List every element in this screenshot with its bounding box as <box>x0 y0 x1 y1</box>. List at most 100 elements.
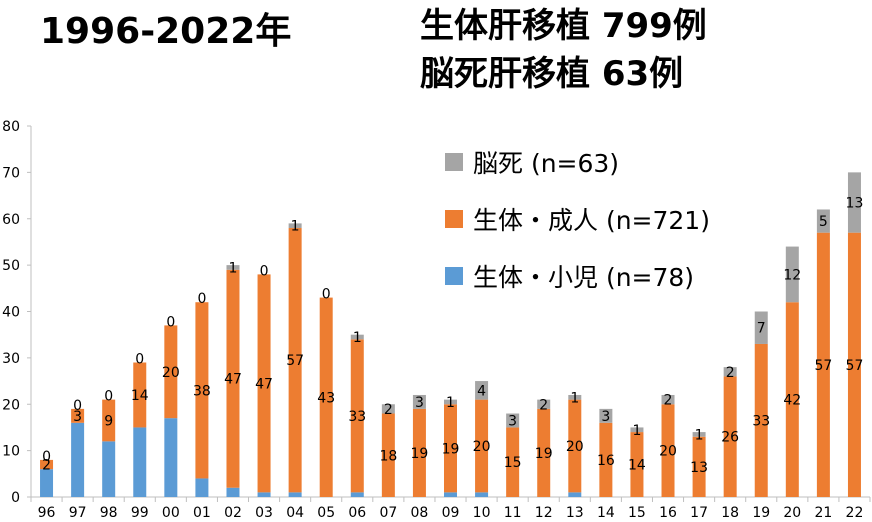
data-label: 57 <box>286 353 304 369</box>
bar-segment <box>816 232 830 497</box>
data-label: 3 <box>508 413 517 429</box>
data-label: 1 <box>695 427 704 443</box>
bar-segment <box>350 492 364 497</box>
legend-swatch-pediatric <box>445 266 463 285</box>
legend-label-pediatric: 生体・小児 (n=78) <box>473 262 695 292</box>
y-tick-label: 80 <box>2 119 20 135</box>
bar-segment <box>661 394 675 405</box>
bar-segment <box>350 334 364 340</box>
bar-segment <box>381 404 395 414</box>
x-tick-label: 19 <box>752 505 770 521</box>
bar-segment <box>381 413 395 497</box>
bar-segment <box>754 311 768 344</box>
bar-segment <box>164 418 178 497</box>
x-tick-label: 18 <box>721 505 739 521</box>
data-label: 15 <box>504 455 522 471</box>
data-label: 2 <box>384 402 393 418</box>
bar-segment <box>723 367 737 377</box>
bar-segment <box>475 399 489 493</box>
data-label: 33 <box>752 413 770 429</box>
bar-segment <box>692 432 706 437</box>
x-tick-label: 04 <box>286 505 304 521</box>
data-label: 7 <box>757 321 766 337</box>
bar-segment <box>71 408 85 423</box>
data-label: 20 <box>473 439 491 455</box>
bar-segment <box>444 404 457 493</box>
bar-segment <box>257 274 271 493</box>
bar-segment <box>599 408 613 423</box>
legend-swatch-adult <box>445 209 463 228</box>
bar-segment <box>785 246 799 303</box>
data-label: 0 <box>135 352 144 368</box>
data-label: 1 <box>291 219 300 235</box>
data-label: 18 <box>379 448 397 464</box>
x-tick-label: 16 <box>659 505 677 521</box>
bar-segment <box>444 492 457 497</box>
bar-segment <box>444 399 457 405</box>
data-label: 3 <box>601 409 610 425</box>
y-tick-label: 70 <box>2 165 20 181</box>
x-tick-label: 15 <box>628 505 646 521</box>
data-label: 57 <box>846 358 864 374</box>
data-label: 19 <box>411 446 429 462</box>
data-label: 2 <box>664 393 673 409</box>
data-label: 19 <box>535 446 553 462</box>
data-label: 16 <box>597 453 615 469</box>
data-label: 20 <box>659 444 677 460</box>
data-label: 13 <box>690 460 708 476</box>
legend-label-deceased: 脳死 (n=63) <box>473 148 620 178</box>
bar-segment <box>226 487 240 497</box>
x-tick-label: 09 <box>442 505 460 521</box>
bar-segment <box>630 427 644 433</box>
data-label: 0 <box>197 291 206 307</box>
bar-segment <box>475 381 489 400</box>
data-label: 19 <box>442 441 460 457</box>
bar-segment <box>661 404 675 497</box>
bar-segment <box>412 408 426 497</box>
data-label: 2 <box>539 397 548 413</box>
bar-segment <box>195 302 209 479</box>
data-label: 26 <box>721 430 739 446</box>
data-label: 9 <box>104 413 113 429</box>
x-tick-label: 05 <box>317 505 335 521</box>
data-label: 13 <box>846 196 864 212</box>
data-label: 1 <box>570 390 579 406</box>
bar-segment <box>195 478 209 497</box>
legend-item-adult: 生体・成人 (n=721) <box>445 190 710 247</box>
bar-segment <box>102 399 116 442</box>
bar-segment <box>630 432 644 497</box>
deceased-donor-total: 脳死肝移植 63例 <box>420 54 684 94</box>
data-label: 3 <box>73 409 82 425</box>
x-tick-label: 12 <box>535 505 553 521</box>
x-tick-label: 10 <box>473 505 491 521</box>
data-label: 1 <box>229 260 238 276</box>
bar-segment <box>847 232 861 497</box>
bar-segment <box>754 343 768 497</box>
legend-item-pediatric: 生体・小児 (n=78) <box>445 247 710 304</box>
bar-segment <box>568 399 582 493</box>
bar-segment <box>350 339 364 493</box>
data-label: 47 <box>255 376 273 392</box>
bar-segment <box>723 376 737 497</box>
data-label: 4 <box>477 383 486 399</box>
x-tick-label: 17 <box>690 505 708 521</box>
bar-segment <box>164 325 178 419</box>
data-label: 0 <box>322 287 331 303</box>
bar-segment <box>475 492 489 497</box>
bar-segment <box>785 302 799 497</box>
data-label: 42 <box>783 393 801 409</box>
bar-segment <box>319 297 333 497</box>
data-label: 2 <box>42 458 51 474</box>
bar-segment <box>847 172 861 233</box>
y-tick-label: 10 <box>2 444 20 460</box>
bar-segment <box>40 469 54 497</box>
data-label: 0 <box>104 389 113 405</box>
x-tick-label: 14 <box>597 505 615 521</box>
data-label: 20 <box>162 365 180 381</box>
bar-segment <box>568 394 582 400</box>
legend-swatch-deceased <box>445 152 463 171</box>
data-label: 57 <box>814 358 832 374</box>
bar-segment <box>288 492 302 497</box>
y-tick-label: 60 <box>2 212 20 228</box>
